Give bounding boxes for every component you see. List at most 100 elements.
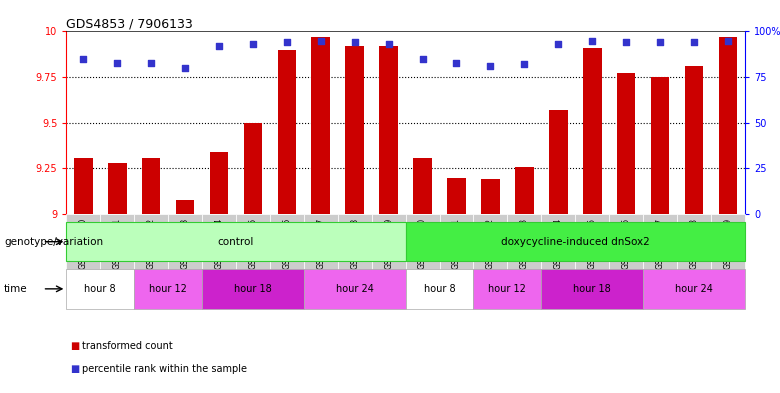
Bar <box>413 158 432 214</box>
Point <box>145 59 158 66</box>
FancyBboxPatch shape <box>406 222 745 261</box>
FancyBboxPatch shape <box>168 214 202 293</box>
Text: GSM1053573: GSM1053573 <box>180 218 190 269</box>
Bar <box>278 50 296 214</box>
FancyBboxPatch shape <box>473 269 541 309</box>
Text: GSM1053582: GSM1053582 <box>486 218 495 269</box>
Text: GSM1053580: GSM1053580 <box>418 218 427 269</box>
Point <box>552 41 565 48</box>
Point <box>620 39 633 46</box>
FancyBboxPatch shape <box>134 269 202 309</box>
Text: GDS4853 / 7906133: GDS4853 / 7906133 <box>66 17 193 30</box>
Text: hour 18: hour 18 <box>234 284 271 294</box>
Text: GSM1053581: GSM1053581 <box>452 218 461 269</box>
FancyBboxPatch shape <box>609 214 643 293</box>
FancyBboxPatch shape <box>576 214 609 293</box>
Text: doxycycline-induced dnSox2: doxycycline-induced dnSox2 <box>501 237 650 247</box>
FancyBboxPatch shape <box>643 214 677 293</box>
FancyBboxPatch shape <box>507 214 541 293</box>
Text: hour 24: hour 24 <box>675 284 713 294</box>
Text: control: control <box>218 237 254 247</box>
Point <box>77 56 90 62</box>
Text: GSM1053586: GSM1053586 <box>622 218 631 269</box>
FancyBboxPatch shape <box>236 214 270 293</box>
FancyBboxPatch shape <box>371 214 406 293</box>
Bar <box>685 66 704 214</box>
Text: hour 12: hour 12 <box>488 284 526 294</box>
Bar <box>515 167 534 214</box>
FancyBboxPatch shape <box>541 269 643 309</box>
Text: GSM1053571: GSM1053571 <box>112 218 122 269</box>
Bar <box>549 110 568 214</box>
Bar <box>210 152 229 214</box>
Text: ■: ■ <box>70 341 80 351</box>
Text: time: time <box>4 284 27 294</box>
Point <box>518 61 530 68</box>
FancyBboxPatch shape <box>677 214 711 293</box>
Text: GSM1053587: GSM1053587 <box>655 218 665 269</box>
Point <box>111 59 123 66</box>
Text: hour 8: hour 8 <box>84 284 116 294</box>
Point <box>179 65 191 71</box>
Text: percentile rank within the sample: percentile rank within the sample <box>82 364 247 375</box>
Point <box>654 39 666 46</box>
Text: hour 8: hour 8 <box>424 284 456 294</box>
FancyBboxPatch shape <box>406 269 473 309</box>
Text: GSM1053578: GSM1053578 <box>350 218 360 269</box>
Point <box>246 41 259 48</box>
FancyBboxPatch shape <box>711 214 745 293</box>
FancyBboxPatch shape <box>66 214 101 293</box>
FancyBboxPatch shape <box>101 214 134 293</box>
Text: GSM1053574: GSM1053574 <box>215 218 224 269</box>
Text: GSM1053577: GSM1053577 <box>316 218 325 269</box>
Point <box>688 39 700 46</box>
Bar <box>346 46 364 214</box>
Point <box>450 59 463 66</box>
FancyBboxPatch shape <box>541 214 576 293</box>
FancyBboxPatch shape <box>304 269 406 309</box>
Bar <box>243 123 262 214</box>
Bar <box>74 158 93 214</box>
Bar <box>481 180 500 214</box>
FancyBboxPatch shape <box>202 214 236 293</box>
FancyBboxPatch shape <box>270 214 304 293</box>
Text: ■: ■ <box>70 364 80 375</box>
Point <box>417 56 429 62</box>
FancyBboxPatch shape <box>66 222 406 261</box>
Text: GSM1053579: GSM1053579 <box>384 218 393 269</box>
Text: GSM1053583: GSM1053583 <box>519 218 529 269</box>
Point <box>586 37 598 44</box>
Text: GSM1053588: GSM1053588 <box>690 218 699 269</box>
FancyBboxPatch shape <box>202 269 304 309</box>
FancyBboxPatch shape <box>134 214 168 293</box>
Text: genotype/variation: genotype/variation <box>4 237 103 247</box>
FancyBboxPatch shape <box>406 214 440 293</box>
Text: GSM1053589: GSM1053589 <box>723 218 732 269</box>
FancyBboxPatch shape <box>304 214 338 293</box>
FancyBboxPatch shape <box>440 214 473 293</box>
Bar <box>379 46 398 214</box>
Text: GSM1053572: GSM1053572 <box>147 218 156 269</box>
Point <box>722 37 734 44</box>
Text: hour 12: hour 12 <box>149 284 187 294</box>
Text: hour 18: hour 18 <box>573 284 611 294</box>
Point <box>281 39 293 46</box>
Text: GSM1053585: GSM1053585 <box>587 218 597 269</box>
Bar <box>583 48 601 214</box>
Bar <box>311 37 330 214</box>
Text: transformed count: transformed count <box>82 341 172 351</box>
FancyBboxPatch shape <box>473 214 507 293</box>
Bar <box>447 178 466 214</box>
Point <box>349 39 361 46</box>
Text: GSM1053584: GSM1053584 <box>554 218 563 269</box>
FancyBboxPatch shape <box>66 269 134 309</box>
Bar <box>718 37 737 214</box>
FancyBboxPatch shape <box>338 214 371 293</box>
Text: hour 24: hour 24 <box>335 284 374 294</box>
FancyBboxPatch shape <box>643 269 745 309</box>
Text: GSM1053575: GSM1053575 <box>248 218 257 269</box>
Point <box>382 41 395 48</box>
Bar <box>617 73 636 214</box>
Point <box>213 43 225 49</box>
Point <box>484 63 497 69</box>
